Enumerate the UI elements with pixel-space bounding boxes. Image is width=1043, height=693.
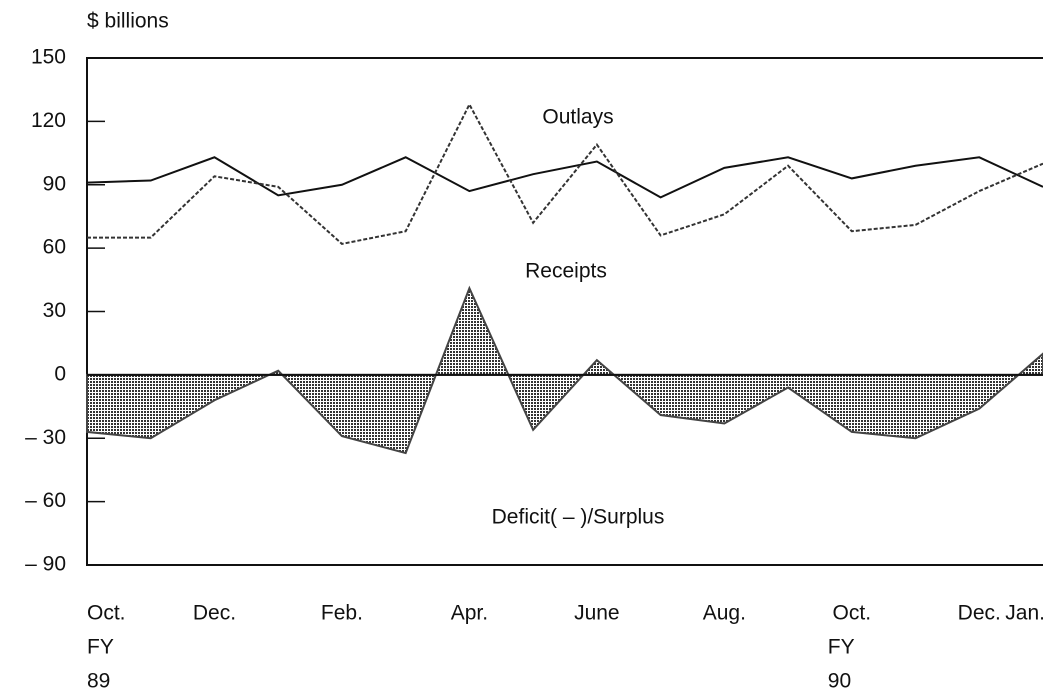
fiscal-year-label: 89 <box>87 670 110 693</box>
y-tick-label: – 60 <box>25 489 66 512</box>
series-label: Receipts <box>525 260 607 283</box>
y-tick-label: – 90 <box>25 553 66 576</box>
x-tick-label: Feb. <box>321 602 363 625</box>
deficit-area <box>86 285 1043 455</box>
plot-frame <box>86 57 1043 566</box>
x-tick-label: Dec. <box>958 602 1001 625</box>
x-tick-label: Oct. <box>833 602 872 625</box>
y-tick-label: 60 <box>43 236 66 259</box>
y-tick-label: 120 <box>31 109 66 132</box>
x-tick-label: Aug. <box>703 602 746 625</box>
series-line <box>87 102 1043 245</box>
series-line <box>86 156 1043 199</box>
y-axis-label: $ billions <box>87 10 169 33</box>
y-tick-label: – 30 <box>25 426 66 449</box>
x-tick-label: Oct. <box>87 602 126 625</box>
x-tick-label: Dec. <box>193 602 236 625</box>
x-tick-label: Jan. <box>1005 602 1043 625</box>
fiscal-year-label: FY <box>87 636 114 659</box>
y-tick-label: 90 <box>43 172 66 195</box>
y-tick-label: 150 <box>31 46 66 69</box>
y-tick-label: 0 <box>54 362 66 385</box>
x-tick-label: June <box>574 602 620 625</box>
y-tick-label: 30 <box>43 299 66 322</box>
series-label: Outlays <box>542 106 613 129</box>
fiscal-year-label: 90 <box>828 670 851 693</box>
x-tick-label: Apr. <box>451 602 488 625</box>
fiscal-year-label: FY <box>828 636 855 659</box>
series-label: Deficit( – )/Surplus <box>492 506 665 529</box>
